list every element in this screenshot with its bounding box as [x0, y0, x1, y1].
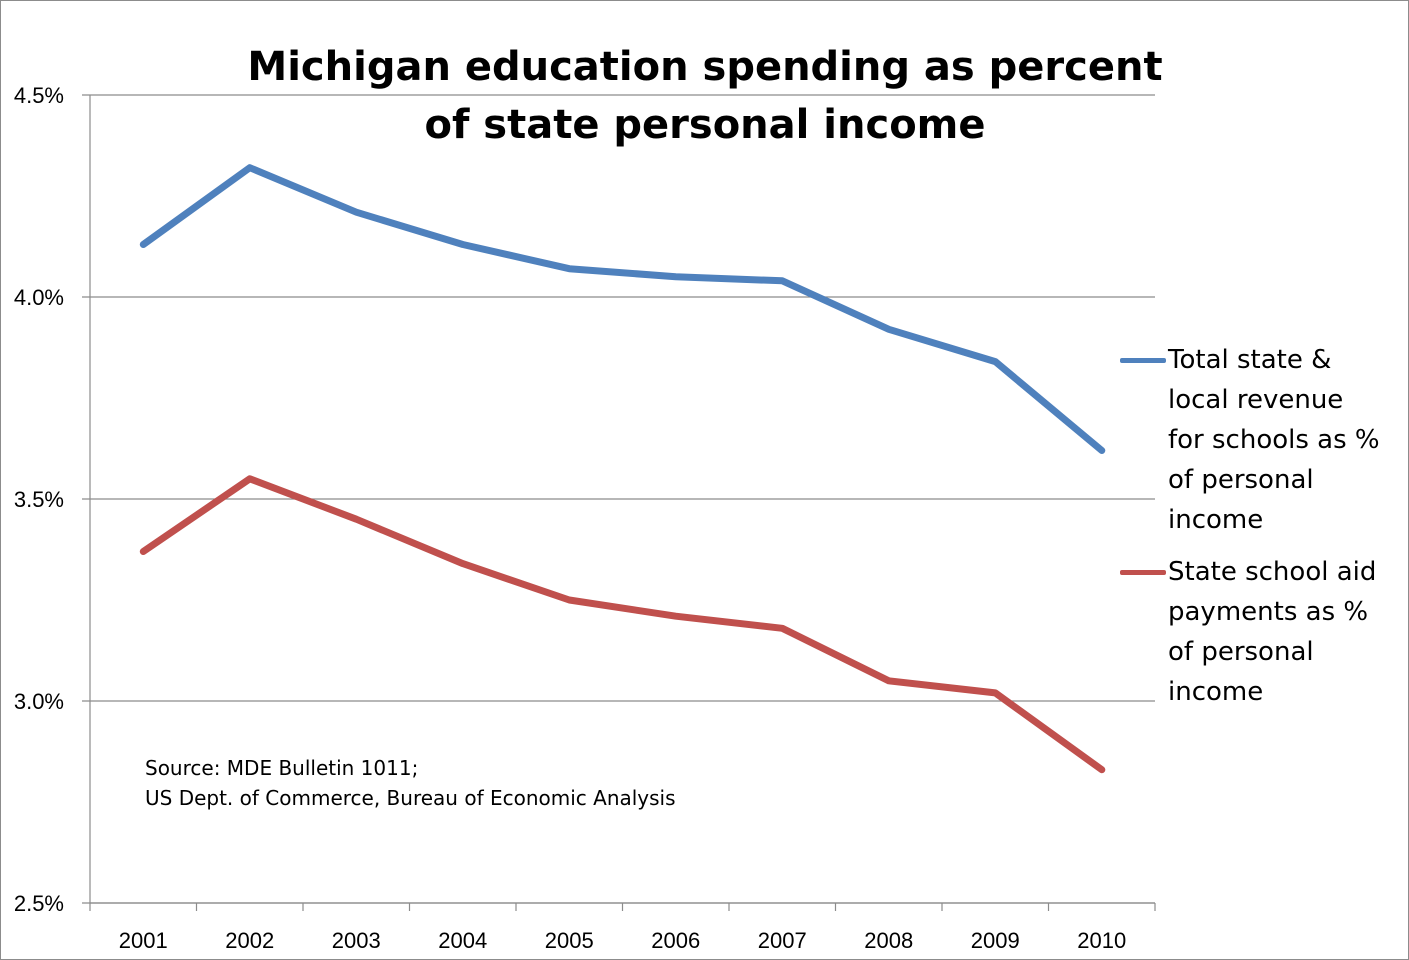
- x-tick-label: 2008: [864, 928, 913, 953]
- y-tick-label: 3.5%: [14, 487, 64, 512]
- chart-title: Michigan education spending as percent o…: [205, 38, 1205, 154]
- legend-label-school-aid-line-1: State school aid: [1168, 557, 1377, 587]
- y-tick-label: 3.0%: [14, 689, 64, 714]
- x-tick-label: 2003: [332, 928, 381, 953]
- x-tick-label: 2002: [225, 928, 274, 953]
- legend-swatch-school-aid: [1120, 570, 1166, 575]
- y-tick-label: 2.5%: [14, 891, 64, 916]
- x-tick-label: 2004: [438, 928, 487, 953]
- series-line-total-revenue: [139, 164, 1106, 454]
- legend-label-school-aid-line-2: payments as %: [1168, 597, 1369, 627]
- legend-label-total-revenue-line-3: for schools as %: [1168, 425, 1380, 455]
- x-tick-label: 2006: [651, 928, 700, 953]
- x-tick-label: 2010: [1077, 928, 1126, 953]
- y-tick-label: 4.5%: [14, 83, 64, 108]
- x-tick-label: 2001: [119, 928, 168, 953]
- chart-title-line-1: Michigan education spending as percent: [247, 44, 1163, 90]
- legend-item-total-revenue: Total state & local revenue for schools …: [1120, 340, 1400, 540]
- y-tick-label: 4.0%: [14, 285, 64, 310]
- legend-label-school-aid-line-3: of personal: [1168, 637, 1314, 667]
- legend-label-school-aid-line-4: income: [1168, 677, 1264, 707]
- series-lines: [139, 164, 1106, 774]
- legend-label-total-revenue-line-1: Total state &: [1168, 345, 1332, 375]
- legend: Total state & local revenue for schools …: [1120, 340, 1400, 724]
- series-line-school-aid: [139, 475, 1106, 774]
- legend-label-total-revenue-line-4: of personal: [1168, 465, 1314, 495]
- source-note: Source: MDE Bulletin 1011; US Dept. of C…: [145, 753, 676, 813]
- x-tick-labels: 2001 2002 2003 2004 2005 2006 2007 2008 2009 2010: [119, 928, 1126, 953]
- y-tick-labels: 4.5% 4.0% 3.5% 3.0% 2.5%: [14, 83, 64, 916]
- legend-label-total-revenue-line-5: income: [1168, 505, 1264, 535]
- legend-swatch-total-revenue: [1120, 358, 1166, 363]
- chart-title-line-2: of state personal income: [424, 102, 986, 148]
- source-line-1: Source: MDE Bulletin 1011;: [145, 756, 419, 780]
- x-tick-label: 2009: [971, 928, 1020, 953]
- source-line-2: US Dept. of Commerce, Bureau of Economic…: [145, 786, 676, 810]
- x-tick-label: 2007: [758, 928, 807, 953]
- axes: [89, 95, 1156, 911]
- x-tick-label: 2005: [545, 928, 594, 953]
- legend-item-school-aid: State school aid payments as % of person…: [1120, 552, 1400, 712]
- legend-label-total-revenue-line-2: local revenue: [1168, 385, 1344, 415]
